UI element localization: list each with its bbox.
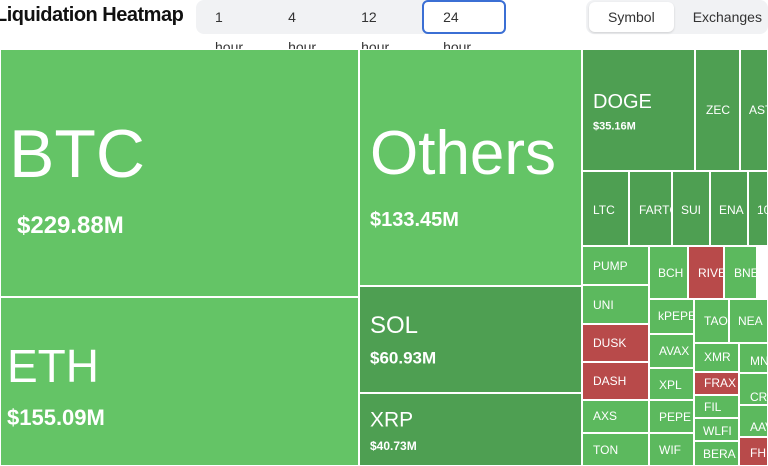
treemap-tile[interactable]: PEPE	[649, 400, 694, 433]
view-tab[interactable]: Symbol	[589, 2, 674, 32]
tile-label: TAO	[704, 314, 728, 328]
treemap-tile[interactable]: UNI	[582, 285, 649, 324]
tile-label: BTC	[9, 116, 145, 192]
treemap-tile[interactable]: FARTC	[629, 171, 672, 246]
treemap-tile[interactable]: DUSK	[582, 324, 649, 362]
treemap-tile[interactable]: SOL $60.93M	[359, 286, 582, 393]
tile-label: Others	[370, 119, 557, 188]
tile-label: BERA	[703, 447, 736, 461]
treemap-tile[interactable]: 10	[748, 171, 768, 246]
treemap-tile[interactable]: XRP $40.73M	[359, 393, 582, 466]
tile-label: SUI	[681, 203, 702, 217]
time-tab[interactable]: 24 hour	[422, 0, 506, 55]
tile-label: AVAX	[659, 344, 690, 358]
treemap-tile[interactable]: TAO	[694, 299, 729, 343]
tile-label: XRP	[370, 408, 414, 432]
treemap-tile[interactable]: ETH $155.09M	[0, 297, 359, 466]
page-title: Liquidation Heatmap	[0, 4, 184, 26]
treemap-tile[interactable]: WIF	[649, 433, 694, 466]
treemap-tile[interactable]: MN	[739, 343, 768, 373]
tile-label: DASH	[593, 374, 627, 388]
tile-label: CR	[750, 390, 768, 404]
treemap-tile[interactable]: TON	[582, 433, 649, 466]
tile-label: LTC	[593, 203, 615, 217]
tile-value: $133.45M	[370, 209, 459, 231]
treemap-tile[interactable]: FRAX	[694, 372, 739, 395]
treemap-tile[interactable]: BERA	[694, 441, 739, 466]
tile-label: ETH	[7, 340, 99, 392]
treemap-tile[interactable]: NEA	[729, 299, 768, 343]
tile-label: MN	[750, 354, 768, 368]
top-bar: Liquidation Heatmap 1 hour 4 hour 12 hour 2…	[0, 0, 768, 55]
treemap-tile[interactable]: AAV	[739, 405, 768, 437]
tile-label: XMR	[704, 350, 731, 364]
treemap-tile[interactable]: DOGE $35.16M	[582, 49, 695, 171]
time-tab[interactable]: 12 hour	[361, 9, 390, 55]
tile-label: PEPE	[659, 410, 692, 424]
tile-value: $35.16M	[593, 120, 636, 133]
tile-label: AXS	[593, 409, 618, 423]
view-tab[interactable]: Exchanges	[692, 9, 762, 25]
treemap-tile[interactable]: BNE	[724, 246, 757, 299]
treemap-tile[interactable]: BCH	[649, 246, 688, 299]
tile-label: NEA	[738, 314, 763, 328]
tile-label: XPL	[659, 378, 682, 392]
tile-label: BCH	[658, 266, 684, 280]
tile-label: 10	[757, 203, 767, 217]
tile-label: UNI	[593, 298, 614, 312]
tile-label: BNE	[734, 266, 757, 280]
view-tabs: Symbol Exchanges	[586, 0, 768, 34]
tile-label: WLFI	[703, 424, 732, 438]
treemap-tile[interactable]: PUMP	[582, 246, 649, 285]
tile-value: $229.88M	[17, 212, 124, 239]
tile-label: FIL	[704, 400, 722, 414]
time-tab[interactable]: 4 hour	[288, 9, 317, 55]
treemap-tile[interactable]: FHE	[739, 437, 768, 466]
tile-label: RIVE	[698, 266, 724, 280]
tile-label: ZEC	[706, 103, 730, 117]
treemap: BTC $229.88M ETH $155.09M Others $133.45M SOL $…	[0, 49, 768, 466]
tile-value: $155.09M	[7, 405, 105, 430]
treemap-tile[interactable]: XMR	[694, 343, 739, 372]
tile-label: DOGE	[593, 91, 652, 113]
tile-label: TON	[593, 443, 619, 457]
treemap-tile[interactable]: SUI	[672, 171, 710, 246]
treemap-tile[interactable]: WLFI	[694, 418, 739, 441]
treemap-tile[interactable]: DASH	[582, 362, 649, 400]
treemap-tile[interactable]: Others $133.45M	[359, 49, 582, 286]
tile-label: SOL	[370, 312, 419, 339]
tile-value: $60.93M	[370, 348, 437, 368]
treemap-tile[interactable]: LTC	[582, 171, 629, 246]
treemap-tile[interactable]: ENA	[710, 171, 748, 246]
treemap-tile[interactable]: XPL	[649, 368, 694, 400]
tile-label: WIF	[659, 443, 681, 457]
treemap-tile[interactable]: FIL	[694, 395, 739, 418]
tile-label: AAV	[750, 420, 767, 434]
treemap-tile[interactable]: AST	[740, 49, 768, 171]
treemap-tile[interactable]: kPEPE	[649, 299, 694, 334]
tile-label: AST	[749, 103, 767, 117]
tile-label: FARTC	[639, 203, 671, 217]
tile-label: DUSK	[593, 336, 627, 350]
tile-label: FHE	[750, 446, 767, 460]
treemap-tile[interactable]: AXS	[582, 400, 649, 433]
treemap-tile[interactable]: BTC $229.88M	[0, 49, 359, 297]
treemap-tile[interactable]: AVAX	[649, 334, 694, 368]
treemap-tile[interactable]: ZEC	[695, 49, 740, 171]
treemap-tile[interactable]: RIVE	[688, 246, 724, 299]
tile-value: $40.73M	[370, 439, 417, 453]
time-tab[interactable]: 1 hour	[215, 9, 244, 55]
time-tabs: 1 hour 4 hour 12 hour 24 hour	[196, 0, 506, 55]
tile-label: FRAX	[704, 376, 737, 390]
tile-label: PUMP	[593, 259, 628, 273]
tile-label: ENA	[719, 203, 744, 217]
tile-label: kPEPE	[658, 309, 694, 323]
treemap-tile[interactable]: CR	[739, 373, 768, 405]
